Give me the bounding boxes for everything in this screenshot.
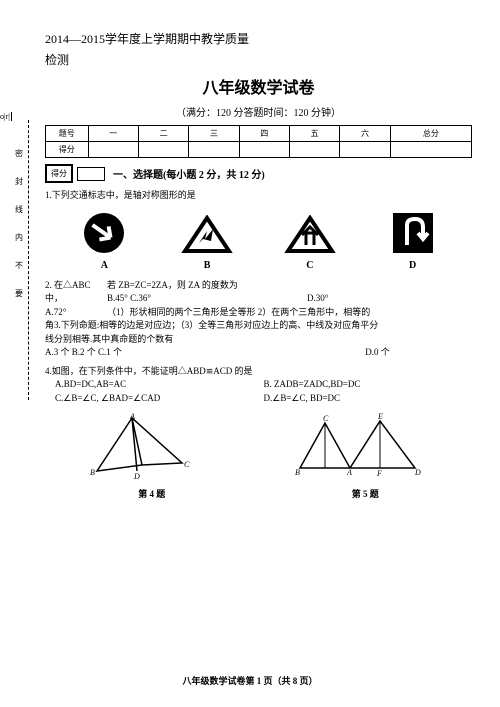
score-table: 题号一 二三 四五 六总分 得分 <box>45 125 472 158</box>
page: 2014—2015学年度上学期期中教学质量 检测 八年级数学试卷 （满分：120… <box>0 0 500 522</box>
question-2: 2. 在△ABC若 ZB=ZC=2ZA，则 ZA 的度数为 中，B.45° C.… <box>45 279 472 360</box>
sign-c-icon <box>284 215 336 255</box>
sign-b-icon <box>181 215 233 255</box>
svg-text:A: A <box>129 413 135 421</box>
exam-subtitle: （满分：120 分答题时间：120 分钟） <box>45 104 472 119</box>
svg-text:C: C <box>323 414 329 423</box>
svg-text:D: D <box>133 472 140 481</box>
svg-text:E: E <box>377 413 383 421</box>
svg-text:C: C <box>184 460 190 469</box>
svg-text:A: A <box>346 468 352 477</box>
table-row: 题号一 二三 四五 六总分 <box>46 126 472 142</box>
figure-4-icon: A B D C <box>82 413 212 483</box>
question-4: 4.如图，在下列条件中，不能证明△ABD≌ACD 的是 A.BD=DC,AB=A… <box>45 365 472 406</box>
score-box: 得分 <box>45 164 73 183</box>
figure-5-icon: B A C E D F <box>285 413 435 483</box>
sign-a-icon <box>82 211 126 255</box>
section-1-title: 一、选择题(每小题 2 分，共 12 分) <box>113 166 265 181</box>
section-score-row: 得分 一、选择题(每小题 2 分，共 12 分) <box>45 164 472 183</box>
figure-labels: 第 4 题第 5 题 <box>45 487 472 500</box>
question-1: 1.下列交通标志中，是轴对称图形的是 <box>45 189 472 203</box>
header-line2: 检测 <box>45 51 472 68</box>
svg-text:B: B <box>90 468 95 477</box>
figures-row: A B D C B A C E D F <box>45 413 472 483</box>
svg-text:F: F <box>376 469 382 478</box>
page-footer: 八年级数学试卷第 1 页（共 8 页） <box>0 674 500 687</box>
exam-title: 八年级数学试卷 <box>45 74 472 98</box>
score-blank <box>77 167 105 181</box>
svg-text:B: B <box>295 468 300 477</box>
table-row: 得分 <box>46 142 472 158</box>
svg-text:D: D <box>414 468 421 477</box>
sign-d-icon <box>391 211 435 255</box>
header-line1: 2014—2015学年度上学期期中教学质量 <box>45 30 472 47</box>
traffic-signs: A B C D <box>53 211 464 271</box>
